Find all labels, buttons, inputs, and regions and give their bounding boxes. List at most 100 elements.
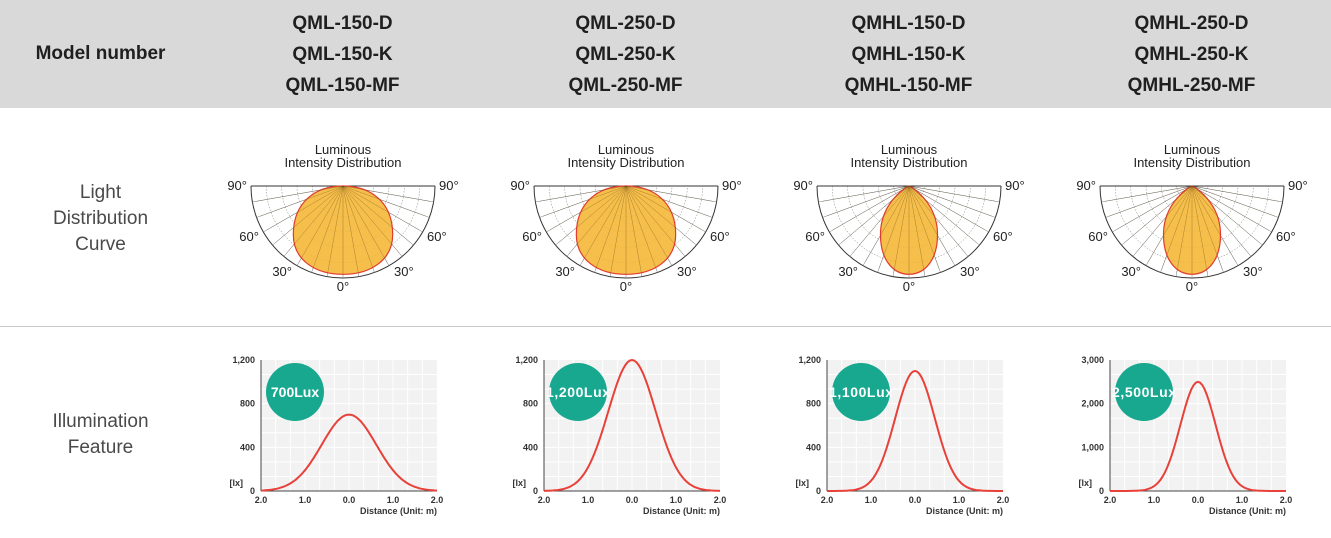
x-tick-label: 2.0 bbox=[1280, 495, 1293, 505]
x-tick-label: 2.0 bbox=[821, 495, 834, 505]
polar-title: Intensity Distribution bbox=[567, 155, 684, 170]
x-tick-label: 1.0 bbox=[582, 495, 595, 505]
peak-lux-badge bbox=[549, 363, 607, 421]
polar-angle-label: 60° bbox=[1276, 229, 1296, 244]
polar-angle-label: 30° bbox=[555, 264, 575, 279]
polar-angle-label: 30° bbox=[394, 264, 414, 279]
x-axis-label: Distance (Unit: m) bbox=[643, 506, 720, 516]
model-name: QML-150-K bbox=[292, 43, 393, 65]
polar-chart-cell: Luminous Intensity Distribution 90° 90° 60° 6… bbox=[484, 138, 767, 303]
model-name: QML-250-K bbox=[575, 43, 676, 65]
polar-overlay-spoke bbox=[327, 185, 344, 274]
polar-overlay-spoke bbox=[538, 185, 627, 202]
x-tick-label: 2.0 bbox=[431, 495, 444, 505]
polar-overlay-spoke bbox=[342, 185, 388, 263]
x-axis-label: Distance (Unit: m) bbox=[1209, 506, 1286, 516]
y-tick-label: 800 bbox=[523, 399, 538, 409]
y-tick-label: 1,000 bbox=[1081, 442, 1104, 452]
model-name: QMHL-150-D bbox=[851, 12, 966, 34]
polar-chart-cell: Luminous Intensity Distribution 90° 90° 60° 6… bbox=[201, 138, 484, 303]
x-tick-label: 1.0 bbox=[865, 495, 878, 505]
polar-angle-label: 60° bbox=[427, 229, 447, 244]
polar-overlay-spoke bbox=[821, 185, 910, 202]
polar-overlay-spoke bbox=[595, 185, 627, 270]
polar-overlay-spoke bbox=[275, 185, 344, 243]
model-name: QML-150-D bbox=[292, 12, 393, 34]
x-tick-label: 2.0 bbox=[997, 495, 1010, 505]
polar-angle-label: 0° bbox=[1186, 279, 1198, 294]
polar-overlay-spoke bbox=[625, 185, 703, 231]
polar-title: Luminous bbox=[1164, 142, 1221, 157]
polar-angle-label: 60° bbox=[993, 229, 1013, 244]
x-axis-label: Distance (Unit: m) bbox=[926, 506, 1003, 516]
y-unit-label: [lx] bbox=[796, 478, 810, 488]
y-tick-label: 0 bbox=[250, 486, 255, 496]
polar-overlay-spoke bbox=[549, 185, 627, 231]
x-tick-label: 0.0 bbox=[1192, 495, 1205, 505]
polar-title: Intensity Distribution bbox=[850, 155, 967, 170]
polar-overlay-spoke bbox=[908, 185, 993, 217]
polar-overlay-spoke bbox=[864, 185, 910, 263]
x-tick-label: 2.0 bbox=[255, 495, 268, 505]
illumination-feature-label: Illumination Feature bbox=[52, 411, 149, 458]
x-tick-label: 1.0 bbox=[1236, 495, 1249, 505]
model-column-3: QMHL-150-D QMHL-150-K QMHL-150-MF bbox=[767, 0, 1050, 108]
polar-angle-label: 60° bbox=[522, 229, 542, 244]
peak-lux-label: 1,200Lux bbox=[546, 384, 610, 400]
polar-angle-label: 30° bbox=[960, 264, 980, 279]
polar-overlay-spoke bbox=[893, 185, 910, 274]
polar-overlay-spoke bbox=[908, 185, 925, 274]
polar-overlay-spoke bbox=[569, 185, 627, 254]
model-name: QMHL-150-K bbox=[851, 43, 966, 65]
x-tick-label: 0.0 bbox=[343, 495, 356, 505]
polar-angle-label: 0° bbox=[620, 279, 632, 294]
polar-overlay-spoke bbox=[1124, 185, 1193, 243]
model-name: QML-250-MF bbox=[568, 74, 683, 96]
polar-overlay-spoke bbox=[625, 185, 657, 270]
polar-overlay-spoke bbox=[542, 185, 627, 217]
polar-chart-cell: Luminous Intensity Distribution 90° 90° 60° 6… bbox=[767, 138, 1050, 303]
polar-angle-label: 90° bbox=[722, 178, 742, 193]
polar-overlay-spoke bbox=[908, 185, 940, 270]
polar-angle-label: 30° bbox=[1243, 264, 1263, 279]
polar-overlay-spoke bbox=[1115, 185, 1193, 231]
polar-angle-label: 60° bbox=[1088, 229, 1108, 244]
polar-angle-label: 90° bbox=[1005, 178, 1025, 193]
polar-overlay-spoke bbox=[298, 185, 344, 263]
polar-angle-label: 30° bbox=[1121, 264, 1141, 279]
polar-overlay-spoke bbox=[1191, 185, 1276, 217]
polar-angle-label: 90° bbox=[1288, 178, 1308, 193]
polar-overlay-spoke bbox=[1108, 185, 1193, 217]
table-header bbox=[0, 0, 1331, 108]
polar-overlay-spoke bbox=[255, 185, 344, 202]
polar-overlay-spoke bbox=[610, 185, 627, 274]
polar-overlay-spoke bbox=[625, 185, 683, 254]
polar-title: Intensity Distribution bbox=[1133, 155, 1250, 170]
light-distribution-label: Light Distribution Curve bbox=[52, 182, 149, 255]
polar-overlay-spoke bbox=[841, 185, 910, 243]
polar-angle-label: 30° bbox=[677, 264, 697, 279]
y-tick-label: 0 bbox=[533, 486, 538, 496]
x-tick-label: 2.0 bbox=[714, 495, 727, 505]
polar-angle-label: 60° bbox=[239, 229, 259, 244]
polar-overlay-spoke bbox=[908, 185, 997, 202]
polar-angle-label: 60° bbox=[805, 229, 825, 244]
polar-overlay-spoke bbox=[1161, 185, 1193, 270]
x-tick-label: 0.0 bbox=[909, 495, 922, 505]
polar-overlay-spoke bbox=[342, 185, 359, 274]
polar-overlay-spoke bbox=[625, 185, 671, 263]
polar-overlay-spoke bbox=[1104, 185, 1193, 202]
illumination-curve bbox=[543, 358, 721, 492]
illumination-curve bbox=[260, 413, 438, 492]
polar-overlay-spoke bbox=[852, 185, 910, 254]
polar-title: Luminous bbox=[315, 142, 372, 157]
polar-overlay-spoke bbox=[908, 185, 966, 254]
model-name: QMHL-250-K bbox=[1134, 43, 1249, 65]
peak-lux-badge bbox=[1115, 363, 1173, 421]
x-axis-label: Distance (Unit: m) bbox=[360, 506, 437, 516]
y-tick-label: 800 bbox=[806, 399, 821, 409]
polar-overlay-spoke bbox=[558, 185, 627, 243]
